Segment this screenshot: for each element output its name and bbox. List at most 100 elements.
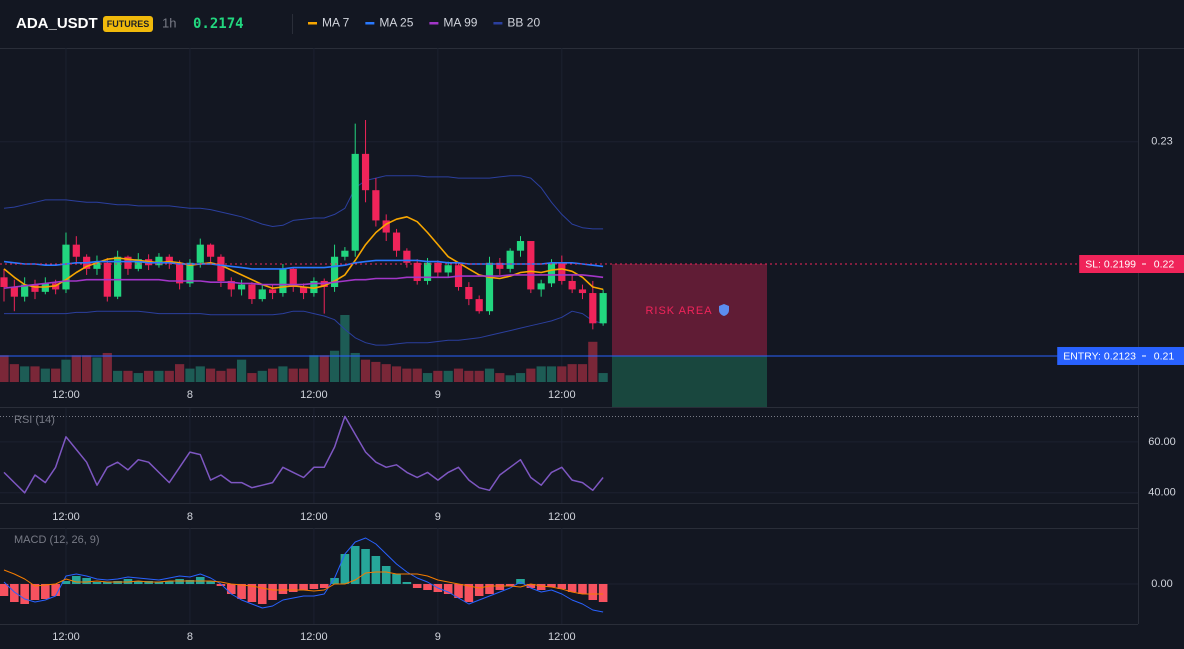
candle-body (547, 262, 556, 284)
volume-bar (422, 373, 433, 382)
volume-bar (216, 370, 226, 382)
candle-body (444, 265, 452, 273)
candle-body (310, 280, 318, 294)
candle-body (31, 284, 39, 292)
candle-body (558, 262, 566, 281)
badge: FUTURES (107, 19, 150, 29)
volume-bar (433, 370, 443, 382)
volume-bar (505, 375, 515, 382)
volume-bar (484, 368, 495, 382)
macd-histogram-bar (206, 581, 215, 584)
volume-bar (309, 355, 319, 382)
pane-title: RSI (14) (14, 414, 55, 426)
macd-histogram-bar (381, 566, 391, 584)
volume-bar (92, 357, 102, 382)
candle-body (155, 256, 163, 266)
volume-bar (144, 370, 154, 382)
candle-body (21, 284, 29, 297)
last-price: 0.2174 (193, 16, 244, 32)
candle-body (114, 256, 122, 297)
volume-bar (30, 366, 40, 382)
macd-histogram-bar (216, 584, 226, 586)
volume-bar (340, 315, 350, 382)
candle-body (176, 262, 184, 284)
x-tick-label: 12:00 (300, 389, 328, 401)
y-tick-label: 40.00 (1148, 487, 1176, 499)
candle-body (568, 280, 576, 290)
volume-bar (40, 368, 50, 382)
macd-histogram-bar (103, 582, 112, 584)
volume-bar (371, 361, 381, 382)
risk-zone-label: RISK AREA (645, 305, 712, 317)
legend-swatch (308, 22, 317, 25)
x-tick-label: 12:00 (300, 511, 328, 523)
candle-body (475, 299, 483, 312)
y-tick-label: 0.00 (1151, 578, 1172, 590)
macd-histogram-bar (361, 549, 370, 584)
macd-histogram-bar (72, 576, 81, 584)
x-tick-label: 12:00 (548, 389, 576, 401)
volume-bar (71, 355, 81, 382)
candle-body (372, 190, 380, 221)
volume-bar (443, 370, 453, 382)
macd-histogram-bar (598, 584, 608, 602)
candle-body (248, 284, 256, 300)
pane-title: MACD (12, 26, 9) (14, 534, 100, 546)
candle-body (72, 244, 80, 257)
macd-histogram-bar (454, 584, 463, 598)
volume-bar (164, 370, 174, 382)
candle-body (465, 287, 473, 300)
legend-label: MA 99 (443, 16, 477, 30)
candle-body (413, 262, 421, 281)
candle-body (527, 241, 535, 290)
price-tag-bg (1079, 255, 1184, 274)
y-tick-label: 60.00 (1148, 436, 1176, 448)
symbol: ADA_USDT (16, 15, 98, 32)
moving-average (3, 216, 604, 291)
candle-body (341, 250, 349, 257)
volume-bar (133, 373, 143, 382)
x-tick-label: 8 (187, 389, 193, 401)
volume-bar (195, 366, 205, 382)
macd-histogram-bar (237, 584, 246, 599)
legend-label: MA 25 (379, 16, 413, 30)
risk-zone (612, 264, 767, 356)
x-tick-label: 12:00 (52, 631, 80, 643)
candle-body (496, 262, 504, 269)
x-tick-label: 12:00 (52, 511, 80, 523)
candle-body (124, 256, 132, 269)
candle-body (423, 262, 432, 281)
rsi-line (3, 415, 604, 494)
candle-body (599, 293, 607, 324)
volume-bar (257, 370, 267, 382)
legend-swatch (493, 22, 503, 25)
macd-histogram-bar (41, 584, 50, 599)
macd-histogram-bar (350, 546, 360, 584)
candle-body (196, 244, 204, 263)
macd-histogram-bar (278, 584, 288, 594)
legend-label: BB 20 (507, 16, 540, 30)
macd-histogram-bar (10, 584, 19, 602)
volume-bar (588, 341, 598, 382)
candle-body (268, 289, 277, 294)
volume-bar (546, 366, 557, 382)
volume-bar (329, 350, 340, 382)
volume-bar (453, 368, 464, 382)
macd-histogram-bar (154, 582, 164, 584)
volume-bar (175, 364, 185, 382)
volume-bar (236, 359, 247, 382)
volume-bar (226, 368, 236, 382)
volume-bar (526, 368, 536, 382)
volume-bar (20, 366, 30, 382)
price-tag-label: SL: 0.2199 (1085, 258, 1136, 270)
x-tick-label: 12:00 (548, 511, 576, 523)
price-tag-bg (1057, 346, 1184, 365)
volume-bar (598, 373, 608, 382)
macd-histogram-bar (557, 584, 567, 589)
signal-line (3, 569, 604, 595)
candle-body (578, 289, 587, 294)
legend-label: MA 7 (322, 16, 350, 30)
volume-bar (412, 368, 422, 382)
macd-histogram-bar (82, 578, 91, 584)
